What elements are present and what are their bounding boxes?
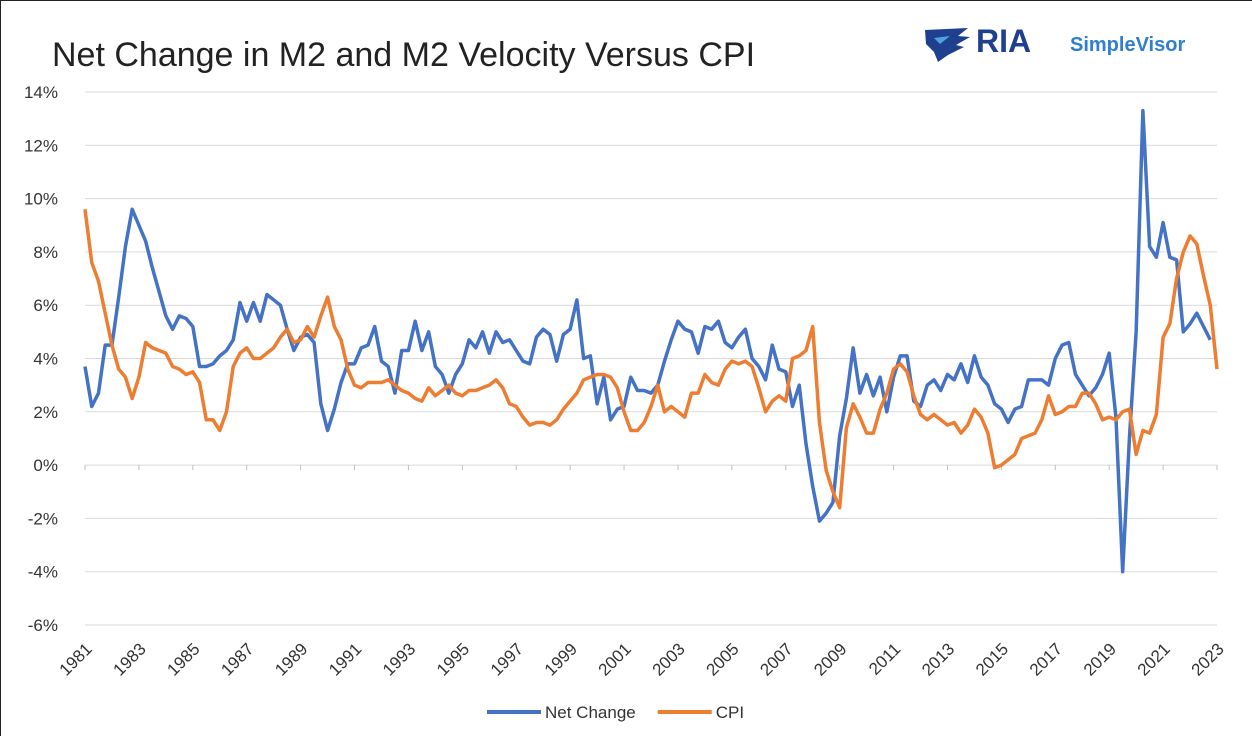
y-tick-label: 8% — [33, 243, 58, 262]
y-tick-label: 14% — [24, 83, 58, 102]
y-tick-label: 2% — [33, 403, 58, 422]
logo-icon — [925, 28, 970, 62]
y-tick-label: 6% — [33, 296, 58, 315]
logo-subtext: SimpleVisor — [1070, 34, 1185, 56]
y-tick-label: 10% — [24, 190, 58, 209]
y-tick-label: 12% — [24, 136, 58, 155]
legend-label: Net Change — [545, 703, 636, 722]
y-tick-label: 0% — [33, 456, 58, 475]
y-tick-label: 4% — [33, 350, 58, 369]
y-tick-label: -2% — [28, 509, 58, 528]
y-tick-label: -4% — [28, 563, 58, 582]
logo: RIA SimpleVisor — [925, 23, 1185, 62]
logo-text: RIA — [976, 23, 1031, 59]
series-line — [83, 209, 1219, 510]
logo-icon-accent — [934, 36, 950, 44]
chart-title: Net Change in M2 and M2 Velocity Versus … — [52, 36, 755, 74]
series-line — [83, 108, 1212, 574]
legend-label: CPI — [716, 703, 744, 722]
y-tick-label: -6% — [28, 616, 58, 635]
